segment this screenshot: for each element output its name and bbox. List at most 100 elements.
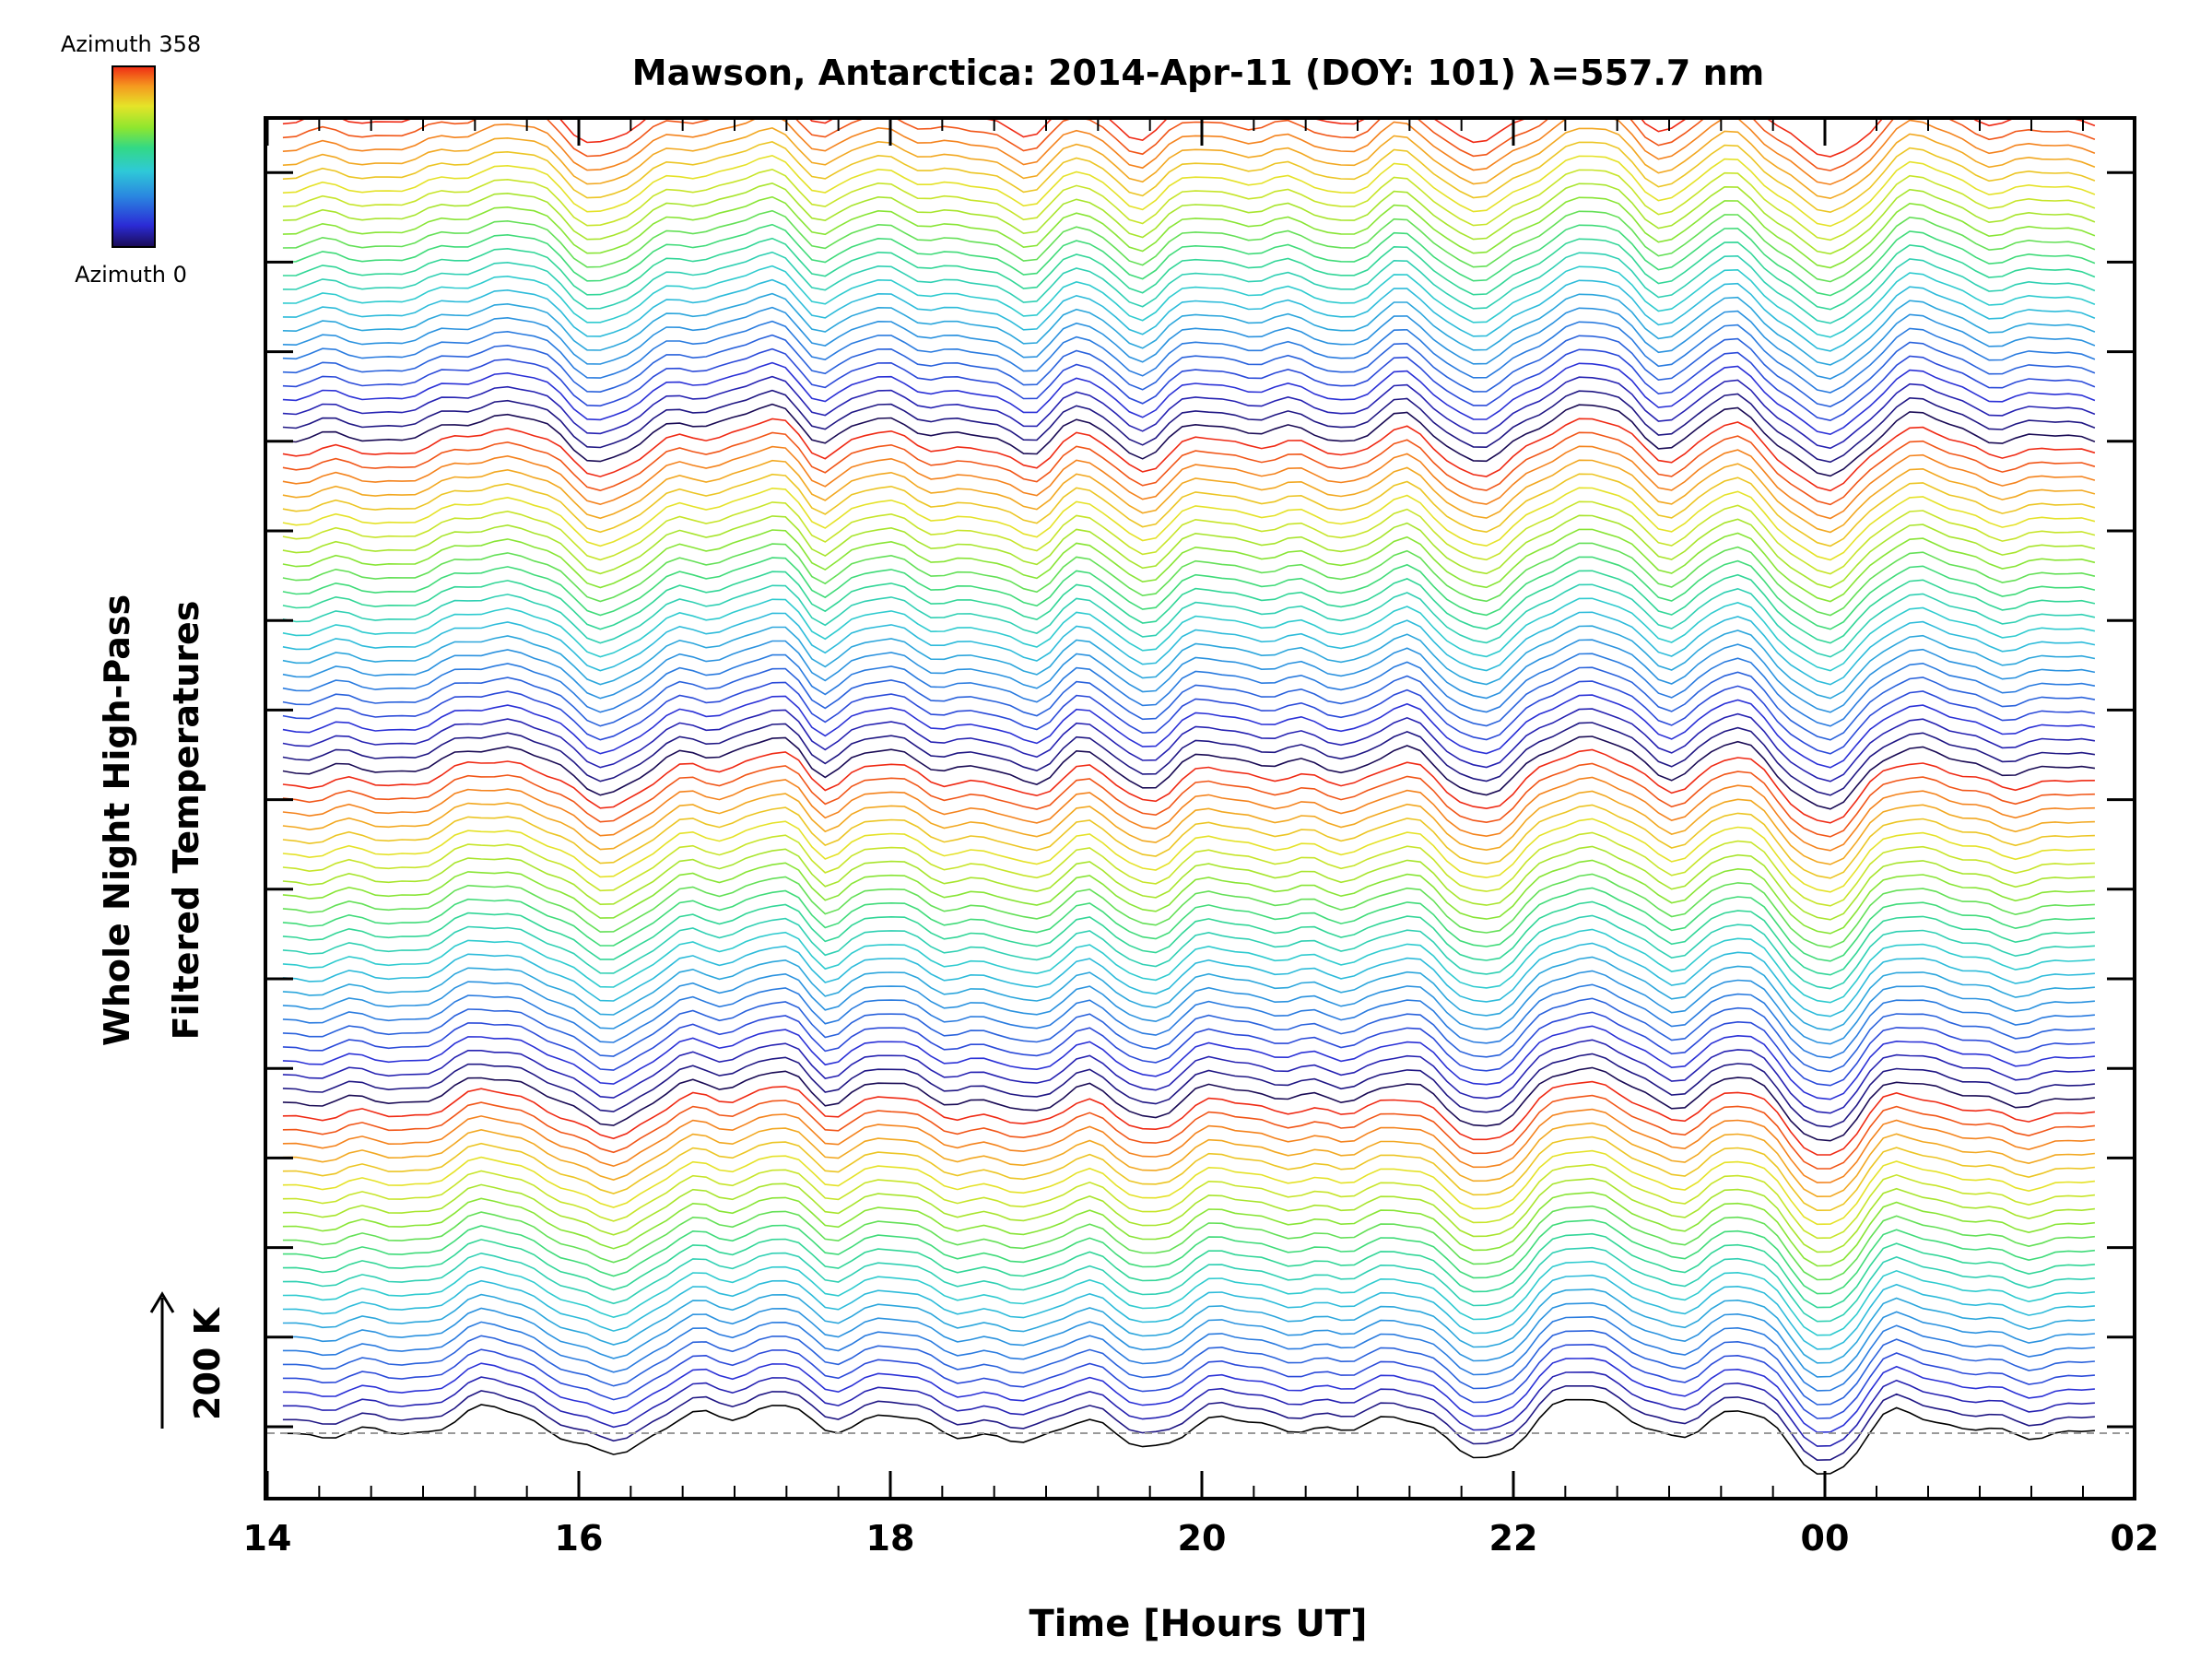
series-line [282, 1232, 2095, 1309]
x-tick-label: 22 [1489, 1518, 1538, 1559]
series-line [282, 487, 2096, 561]
series-line [282, 1066, 2095, 1142]
series-line [282, 459, 2096, 534]
series-line [282, 776, 2095, 852]
series-line [282, 141, 2096, 214]
series-line [282, 1177, 2095, 1253]
series-line [282, 1080, 2095, 1156]
series-line [282, 666, 2096, 741]
series-line [282, 873, 2095, 948]
series-line [282, 118, 2096, 158]
series-line [282, 1149, 2095, 1226]
x-tick-label: 18 [866, 1518, 915, 1559]
series-line [282, 514, 2096, 589]
series-line [282, 418, 2096, 492]
series-line [282, 1094, 2095, 1170]
series-line [282, 804, 2095, 879]
series-line [282, 900, 2095, 976]
series-line [282, 1398, 2095, 1476]
series-line [282, 237, 2096, 311]
series-line [282, 1135, 2095, 1212]
series-line [282, 1039, 2095, 1114]
series-line [282, 127, 2096, 200]
series-line [282, 694, 2096, 769]
series-line [282, 762, 2095, 838]
series-line [282, 1301, 2095, 1378]
series-line [282, 708, 2096, 782]
series-line [282, 722, 2096, 796]
chart-title: Mawson, Antarctica: 2014-Apr-11 (DOY: 10… [632, 53, 1764, 93]
series-line [282, 1163, 2095, 1240]
series-line [282, 1122, 2095, 1198]
series-line [282, 611, 2096, 686]
series-line [282, 542, 2096, 617]
x-axis-label: Time [Hours UT] [1030, 1603, 1368, 1645]
series-line [282, 195, 2096, 269]
series-line [282, 1343, 2095, 1419]
series-line [282, 556, 2096, 630]
series-line [282, 278, 2096, 352]
series-line [282, 528, 2096, 603]
series-line [282, 1205, 2095, 1281]
y-axis-label-line1: Whole Night High-Pass [97, 594, 137, 1046]
series-line [282, 403, 2096, 477]
series-line [282, 583, 2096, 658]
series-line [282, 1108, 2095, 1183]
scale-bar: 200 K [149, 1291, 228, 1429]
series-line [282, 223, 2096, 297]
series-line [282, 748, 2095, 824]
series-line [282, 347, 2096, 422]
series-line [282, 1025, 2095, 1100]
series-line [282, 306, 2096, 380]
series-line [282, 845, 2095, 921]
series-line [282, 1053, 2095, 1128]
series-line [282, 431, 2096, 506]
series-line [282, 334, 2096, 407]
x-tick-label: 20 [1178, 1518, 1227, 1559]
series-line [282, 970, 2095, 1045]
x-tick-label: 00 [1801, 1518, 1850, 1559]
series-line [282, 361, 2096, 436]
y-axis-label-line2: Filtered Temperatures [166, 601, 206, 1041]
plot-frame [264, 116, 2136, 1500]
series-line [282, 735, 2096, 810]
series-line [282, 168, 2096, 241]
series-line [282, 1385, 2095, 1462]
series-line [282, 831, 2095, 907]
series-line [282, 790, 2095, 865]
series-line [282, 1288, 2095, 1364]
x-tick-label: 02 [2111, 1518, 2159, 1559]
series-line [282, 445, 2096, 520]
series-line [282, 1315, 2095, 1392]
series-line [282, 292, 2096, 366]
colorbar-top-label: Azimuth 358 [61, 31, 201, 57]
colorbar-bottom-label: Azimuth 0 [75, 262, 187, 288]
series-line [282, 182, 2096, 255]
series-line [282, 639, 2096, 713]
axis-ticks: 14 16 18 20 22 00 02 [243, 118, 2159, 1559]
series-line [282, 859, 2095, 935]
series-line [282, 1357, 2095, 1433]
series-line [282, 1371, 2095, 1447]
series-line [282, 154, 2096, 228]
x-tick-label: 14 [243, 1518, 292, 1559]
series-line [282, 653, 2096, 727]
series-line [282, 887, 2095, 962]
series-line [282, 500, 2096, 575]
series-line [282, 1274, 2095, 1350]
series-line [282, 928, 2095, 1004]
series-line [282, 1329, 2095, 1406]
series-line [282, 389, 2096, 464]
series-line [282, 983, 2095, 1059]
series-line [282, 118, 2096, 185]
series-line [282, 209, 2096, 283]
series-line [282, 942, 2095, 1018]
series-line [282, 625, 2096, 700]
series-line [282, 818, 2095, 893]
series-line [282, 265, 2096, 338]
series-line [282, 1246, 2095, 1323]
series-line [282, 997, 2095, 1073]
series-line [282, 914, 2095, 990]
series-line [282, 680, 2096, 755]
